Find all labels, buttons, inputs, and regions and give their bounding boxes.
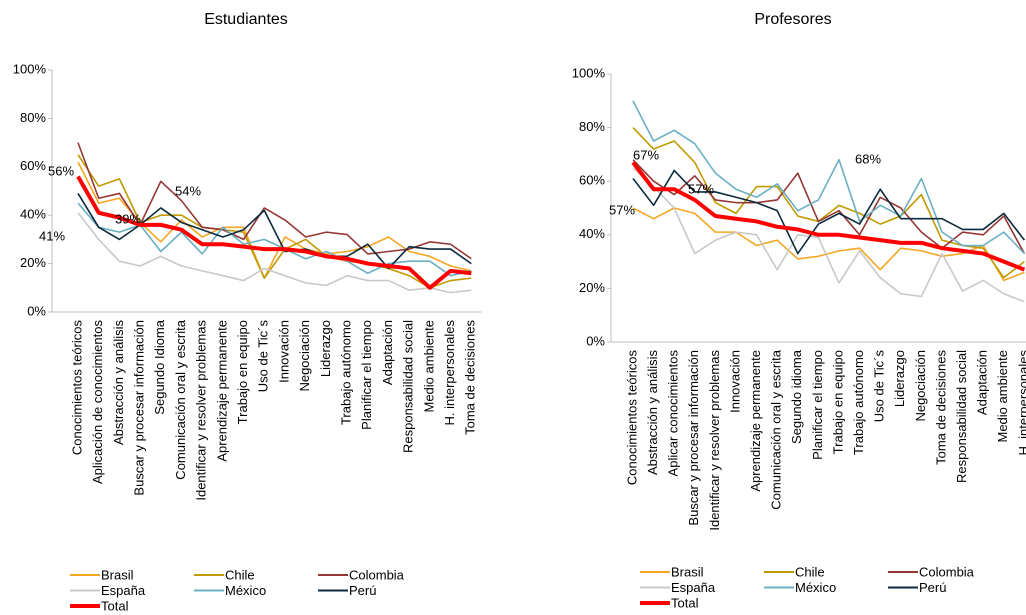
x-tick-label: Identificar y resolver problemas [194,320,209,501]
legend-label: España [671,580,716,595]
x-tick-label: Trabajo en equipo [235,320,250,424]
series-line [76,175,472,290]
legend-label: Perú [349,583,376,598]
x-tick-label: Comunicación oral y escrita [769,349,784,509]
annotation: 39% [115,211,141,226]
x-tick-label: Medio ambiente [421,320,436,413]
x-tick-label: Uso de Tic´s [256,320,271,393]
x-tick-label: Abstracción y análisis [645,350,660,475]
series-line [632,100,1025,255]
annotation: 68% [855,151,881,166]
x-tick-label: Planificar el tiempo [810,350,825,460]
x-tick-label: Toma de decisiones [933,350,948,465]
x-tick-label: Liderazgo [318,320,333,377]
x-tick-label: Innovación [727,350,742,413]
x-tick-label: Aplicación de conocimientos [90,320,105,485]
x-tick-label: Toma de decisiones [463,320,478,435]
x-tick-label: Responsabilidad social [401,320,416,453]
y-tick-label: 40% [20,207,46,222]
x-tick-label: Segundo idioma [789,349,804,444]
x-tick-label: Identificar y resolver problemas [707,350,722,531]
legend-label: España [101,583,146,598]
x-tick-label: Planificar el tiempo [359,320,374,430]
annotation: 56% [48,163,74,178]
legend-label: Colombia [919,564,975,579]
x-tick-label: Medio ambiente [995,350,1010,443]
legend-label: Brasil [101,567,134,582]
x-tick-label: Abstracción y análisis [111,320,126,445]
y-tick-label: 40% [579,226,605,241]
series-line [77,202,472,277]
legend-label: Colombia [349,567,405,582]
series-line [632,167,1025,303]
series-line [631,161,1026,272]
x-tick-label: Comunicación oral y escrita [173,319,188,479]
annotation: 57% [609,202,635,217]
y-tick-label: 80% [579,119,605,134]
y-tick-label: 20% [20,255,46,270]
x-tick-label: Buscar y procesar información [686,350,701,526]
x-tick-label: Liderazgo [892,350,907,407]
y-tick-label: 20% [579,280,605,295]
x-tick-label: Buscar y procesar información [132,320,147,496]
legend-label: Total [101,598,129,613]
series-line [77,142,472,260]
x-tick-label: Negociación [913,350,928,422]
legend-label: Perú [919,580,946,595]
x-tick-label: Trabajo autónomo [339,320,354,425]
x-tick-label: H. interpersonales [1016,350,1026,456]
y-tick-label: 80% [20,110,46,125]
series-line [632,207,1025,282]
x-tick-label: Conocimientos teóricos [69,320,84,456]
legend-label: Total [671,595,699,610]
y-tick-label: 100% [572,65,606,80]
x-tick-label: Uso de Tic´s [872,350,887,423]
x-tick-label: Trabajo autónomo [851,350,866,455]
y-tick-label: 60% [20,158,46,173]
x-tick-label: Innovación [276,320,291,383]
x-tick-label: Conocimientos teóricos [624,350,639,486]
legend-label: Chile [225,567,255,582]
series-line [632,159,1026,254]
y-tick-label: 60% [579,173,605,188]
x-tick-label: Aplicar conocimientos [666,350,681,477]
chart-title: Estudiantes [204,11,288,28]
x-tick-label: Trabajo en equipo [830,350,845,454]
chart-title: Profesores [754,11,831,28]
annotation: 54% [175,183,201,198]
series-line [632,169,1026,255]
x-tick-label: Adaptación [975,350,990,415]
legend-label: México [225,583,266,598]
series-line [77,193,472,270]
annotation: 67% [633,147,659,162]
x-tick-label: Responsabilidad social [954,350,969,483]
x-tick-label: Aprendizaje permanente [214,320,229,462]
y-tick-label: 100% [13,61,47,76]
x-tick-label: Segundo Idioma [152,319,167,414]
x-tick-label: H. interpersonales [442,320,457,426]
series-line [77,212,472,294]
annotation: 57% [688,181,714,196]
chart: Profesores 0% 20% 40% 60% 80% 100% Conocimiento… [572,11,1026,610]
chart: Estudiantes 0% 20% 40% 60% 80% 100% Conocimient… [13,11,482,613]
x-tick-label: Negociación [297,320,312,392]
y-tick-label: 0% [27,303,46,318]
x-tick-label: Adaptación [380,320,395,385]
legend-label: Brasil [671,564,704,579]
series-line [632,127,1025,279]
legend-label: México [795,580,836,595]
annotation: 41% [39,228,65,243]
legend-label: Chile [795,564,825,579]
y-tick-label: 0% [586,333,605,348]
x-tick-label: Aprendizaje permanente [748,350,763,492]
